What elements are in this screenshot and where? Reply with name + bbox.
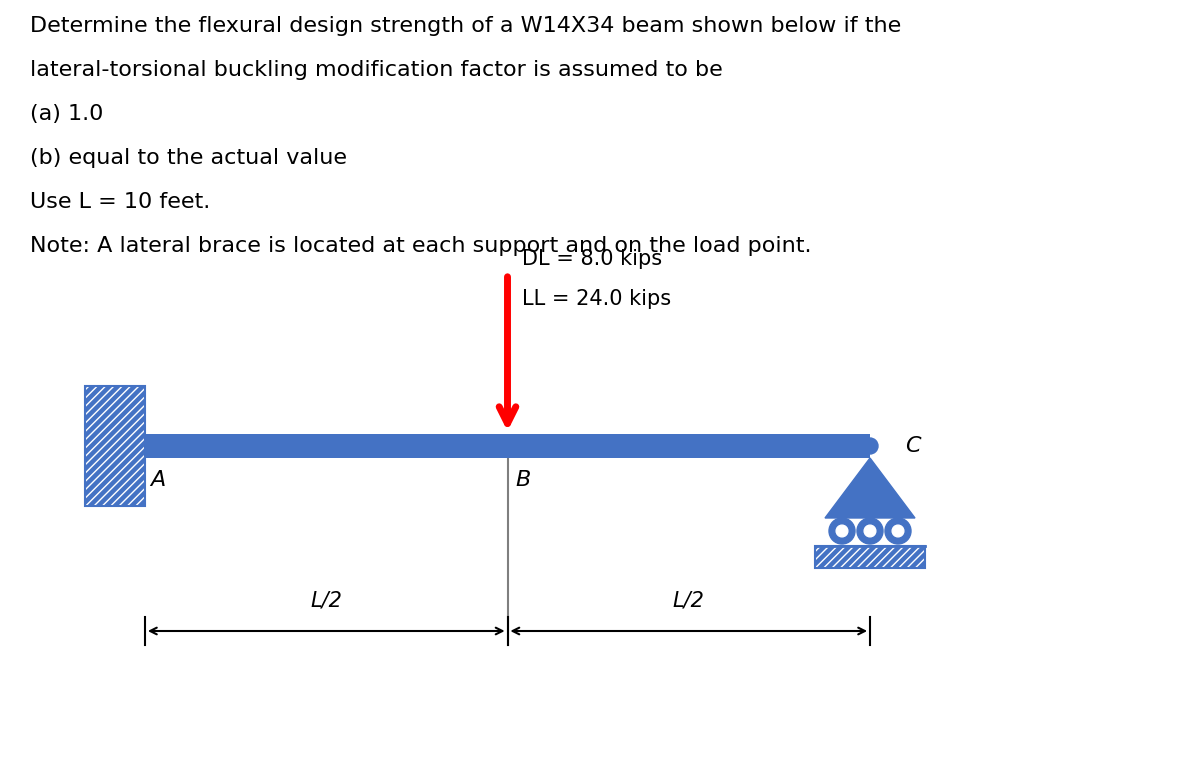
Text: C: C [905,436,920,456]
Text: (b) equal to the actual value: (b) equal to the actual value [30,148,347,168]
Text: (a) 1.0: (a) 1.0 [30,104,103,124]
Circle shape [893,525,903,537]
Polygon shape [825,458,915,518]
Text: L/2: L/2 [310,591,342,611]
Text: A: A [150,470,166,490]
Circle shape [857,518,883,544]
Bar [815,546,925,568]
Circle shape [862,438,879,454]
Circle shape [864,525,876,537]
Circle shape [836,525,848,537]
Text: B: B [515,470,530,490]
Text: Note: A lateral brace is located at each support and on the load point.: Note: A lateral brace is located at each… [30,236,811,256]
Bar [85,386,144,506]
Bar [815,546,925,568]
Bar [85,386,144,506]
Circle shape [884,518,910,544]
Text: Determine the flexural design strength of a W14X34 beam shown below if the: Determine the flexural design strength o… [30,16,901,36]
Bar [144,434,870,458]
Text: lateral-torsional buckling modification factor is assumed to be: lateral-torsional buckling modification … [30,60,722,80]
Text: L/2: L/2 [673,591,704,611]
Circle shape [829,518,855,544]
Text: Use L = 10 feet.: Use L = 10 feet. [30,192,211,212]
Text: LL = 24.0 kips: LL = 24.0 kips [522,289,671,309]
Text: DL = 8.0 kips: DL = 8.0 kips [522,249,663,269]
